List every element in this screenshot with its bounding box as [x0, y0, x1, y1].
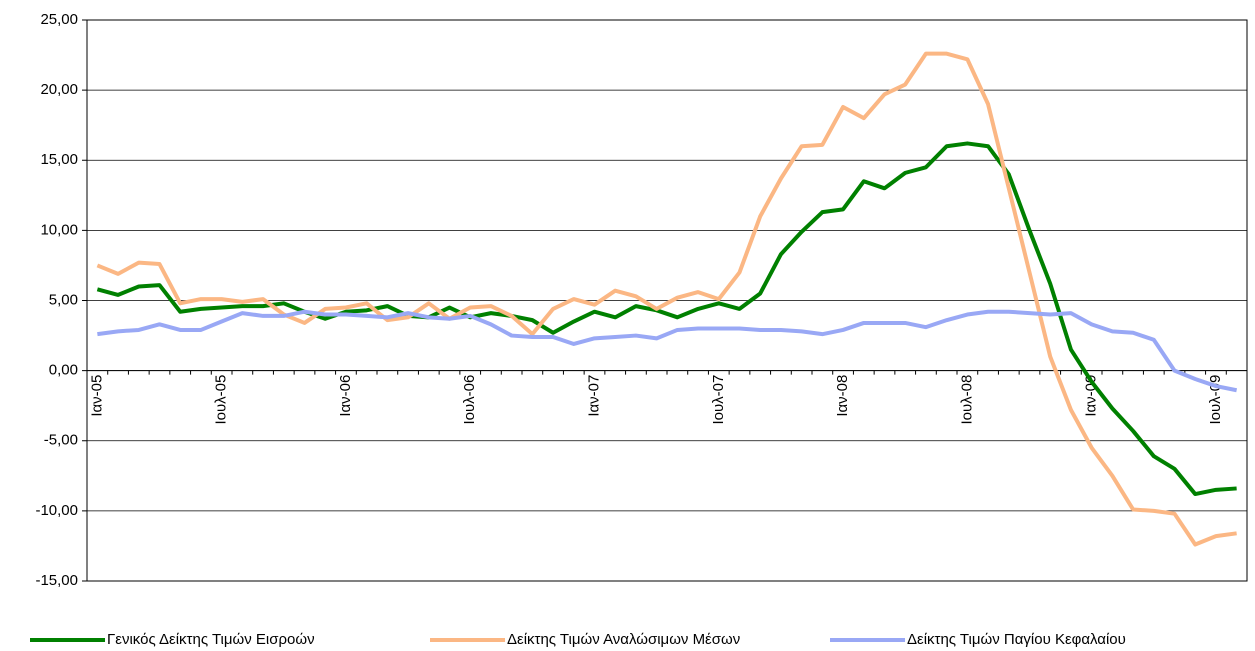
x-tick-label: Ιουλ-06 [461, 375, 478, 425]
y-tick-label: 5,00 [49, 291, 78, 308]
legend-label: Δείκτης Τιμών Αναλώσιμων Μέσων [507, 631, 740, 648]
y-tick-label: 25,00 [40, 11, 78, 28]
legend-label: Δείκτης Τιμών Παγίου Κεφαλαίου [907, 631, 1126, 648]
x-tick-label: Ιαν-07 [585, 375, 602, 417]
series-line [96, 141, 1237, 497]
x-tick-label: Ιουλ-08 [958, 375, 975, 425]
x-tick-label: Ιουλ-05 [213, 375, 230, 425]
x-tick-label: Ιουλ-07 [710, 375, 727, 425]
legend-label: Γενικός Δείκτης Τιμών Εισροών [107, 631, 315, 648]
y-tick-label: 20,00 [40, 81, 78, 98]
x-tick-label: Ιαν-06 [337, 375, 354, 417]
series-line [96, 51, 1237, 547]
y-tick-label: 0,00 [49, 362, 78, 379]
plot-frame [86, 19, 1248, 582]
y-tick-label: -5,00 [44, 432, 78, 449]
y-tick-label: 15,00 [40, 151, 78, 168]
x-tick-label: Ιαν-05 [88, 375, 105, 417]
y-tick-label: -10,00 [35, 502, 78, 519]
x-tick-label: Ιαν-08 [834, 375, 851, 417]
y-tick-label: 10,00 [40, 221, 78, 238]
y-tick-label: -15,00 [35, 572, 78, 589]
series-line [97, 309, 1238, 393]
